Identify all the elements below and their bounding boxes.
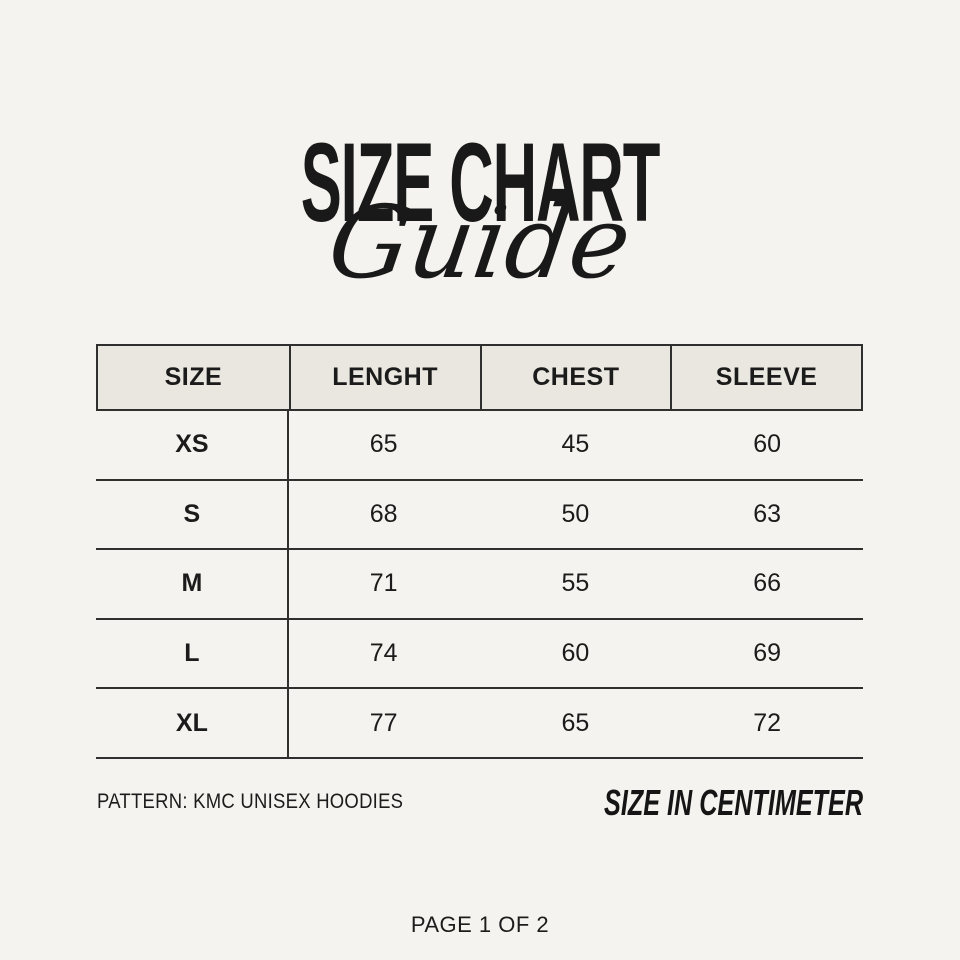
table-cell-chest: 50 (561, 499, 590, 528)
table-header-row: SIZE LENGHT CHEST SLEEVE (96, 344, 863, 411)
pattern-label: PATTERN: KMC UNISEX HOODIES (97, 790, 404, 813)
table-cell-sleeve: 69 (753, 639, 782, 668)
table-cell-chest: 55 (561, 569, 590, 598)
table-cell-chest: 60 (561, 639, 590, 668)
size-table: SIZE LENGHT CHEST SLEEVE XS 65 45 60 S 6… (96, 344, 863, 759)
subtitle-block: Guide (0, 184, 960, 301)
table-cell-length: 74 (369, 639, 398, 668)
page-subtitle-script: Guide (322, 184, 639, 301)
table-cell-length: 68 (369, 499, 398, 528)
table-cell-size: L (184, 639, 200, 668)
column-divider (286, 411, 289, 759)
table-cell-sleeve: 60 (753, 430, 782, 459)
table-row: XL 77 65 72 (96, 689, 863, 759)
page-title: SIZE CHART (300, 120, 661, 245)
table-body: XS 65 45 60 S 68 50 63 M 71 55 66 L 74 6… (96, 411, 863, 759)
table-cell-length: 71 (369, 569, 398, 598)
table-row: XS 65 45 60 (96, 411, 863, 481)
units-label: SIZE IN CENTIMETER (603, 782, 863, 823)
table-cell-sleeve: 72 (753, 708, 782, 737)
table-cell-size: XL (175, 708, 208, 737)
table-cell-chest: 45 (561, 430, 590, 459)
table-header-length: LENGHT (288, 346, 480, 409)
table-header-sleeve: SLEEVE (670, 346, 861, 409)
table-header-size: SIZE (164, 363, 223, 391)
page-indicator: PAGE 1 OF 2 (410, 912, 550, 937)
table-cell-chest: 65 (561, 708, 590, 737)
table-header-chest: CHEST (479, 346, 671, 409)
table-cell-size: XS (175, 430, 209, 459)
table-row: M 71 55 66 (96, 550, 863, 620)
table-cell-size: M (181, 569, 203, 598)
table-cell-length: 77 (369, 708, 398, 737)
table-row: L 74 60 69 (96, 620, 863, 690)
title-block: SIZE CHART (0, 127, 960, 239)
table-cell-length: 65 (369, 430, 398, 459)
table-cell-size: S (183, 499, 201, 528)
table-cell-sleeve: 63 (753, 499, 782, 528)
table-row: S 68 50 63 (96, 481, 863, 551)
table-cell-sleeve: 66 (753, 569, 782, 598)
